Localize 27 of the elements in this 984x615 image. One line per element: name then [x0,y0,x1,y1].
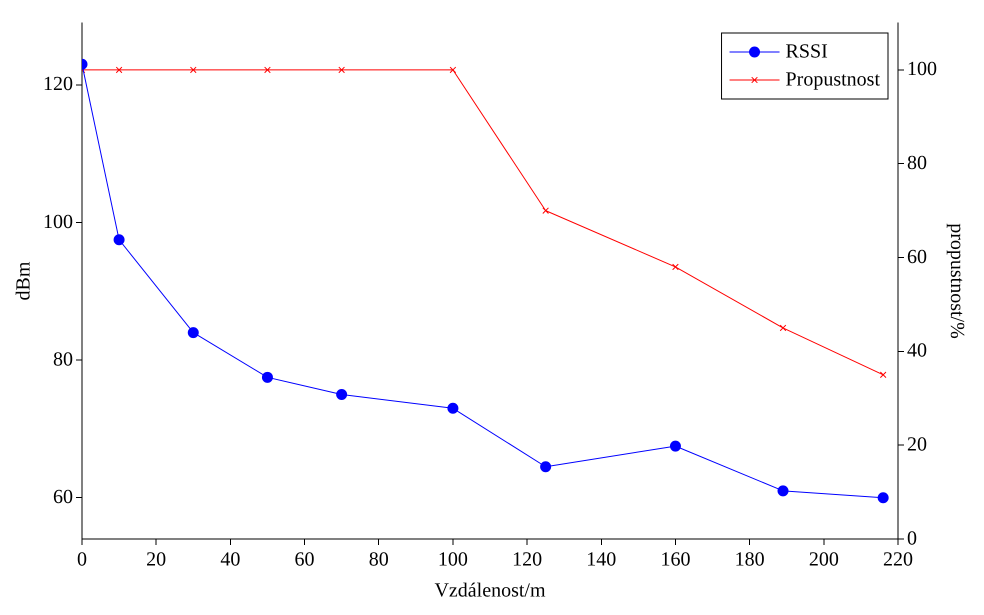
x-tick-label: 140 [586,548,616,570]
x-tick-label: 120 [512,548,542,570]
x-axis-title: Vzdálenost/m [434,579,546,602]
y-tick-label: 100 [43,210,73,233]
y2-tick-label: 60 [907,246,927,268]
y-tick-label: 60 [53,486,73,508]
x-tick-label: 100 [438,548,468,570]
y-axis-title: dBm [12,261,34,300]
y2-tick-label: 40 [907,340,927,362]
x-tick-label: 200 [808,548,839,570]
x-tick-label: 40 [220,548,240,570]
y-tick-label: 120 [43,73,73,96]
legend-label: Propustnost [786,68,880,90]
x-tick-label: 20 [146,548,166,570]
y2-tick-label: 80 [907,152,927,174]
y2-tick-label: 100 [907,58,937,80]
y-tick-label: 80 [53,348,73,370]
x-tick-label: 220 [883,548,913,570]
x-tick-label: 60 [294,548,315,570]
y2-tick-label: 0 [907,527,917,550]
y2-tick-label: 20 [907,433,927,456]
x-tick-label: 80 [368,548,389,570]
y2-axis-title: propustnost/% [946,223,968,339]
x-tick-label: 0 [77,548,87,570]
legend-label: RSSI [786,40,828,62]
x-tick-label: 180 [734,548,765,570]
x-tick-label: 160 [660,548,690,570]
